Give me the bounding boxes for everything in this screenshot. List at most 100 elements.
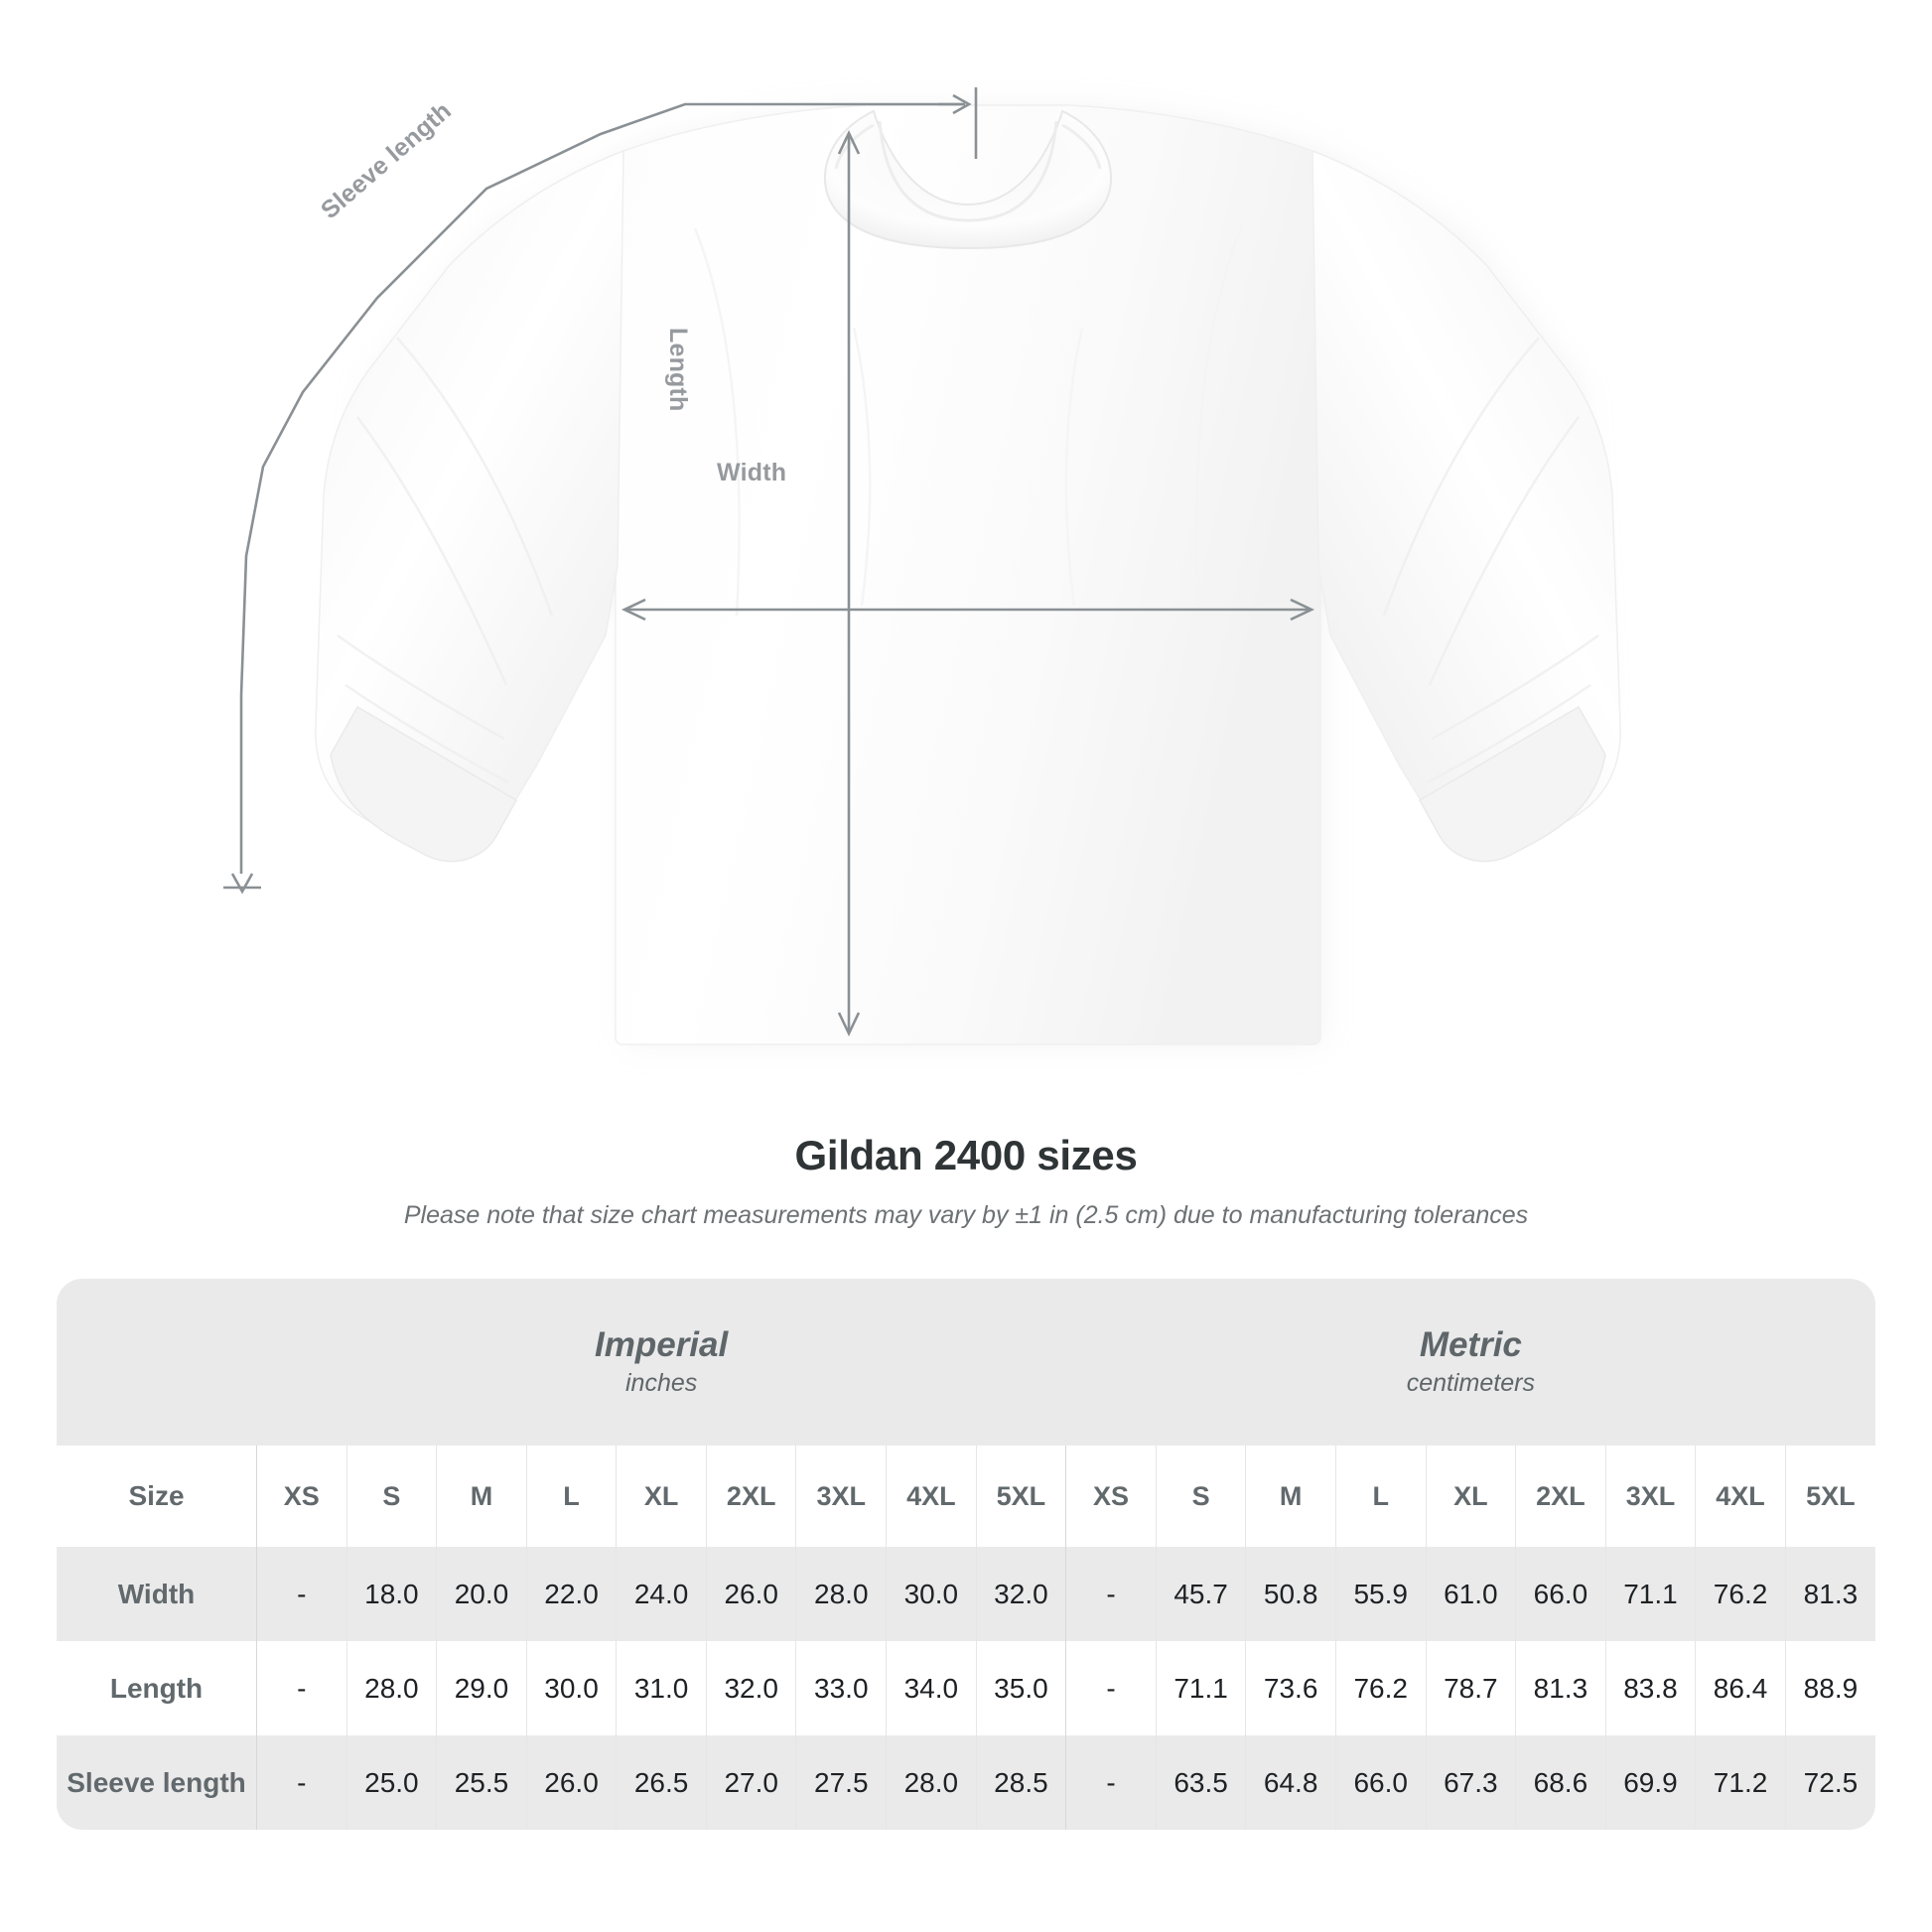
cell-width-imperial-2xl: 26.0 <box>705 1547 796 1641</box>
size-table-container: Imperial inches Metric centimeters Size XS S M L… <box>57 1279 1875 1830</box>
unit-subtitle: centimeters <box>1406 1369 1535 1398</box>
cell-width-metric-xs: - <box>1065 1547 1157 1641</box>
cell-length-metric-xl: 78.7 <box>1425 1641 1516 1735</box>
right-cuff <box>1418 705 1606 863</box>
cell-sleeve-length-imperial-l: 26.0 <box>525 1735 617 1830</box>
cell-width-imperial-3xl: 28.0 <box>795 1547 887 1641</box>
garment-body <box>615 104 1321 1045</box>
unit-header-metric: Metric centimeters <box>1065 1279 1875 1446</box>
cell-sleeve-length-metric-5xl: 72.5 <box>1784 1735 1875 1830</box>
cell-sleeve-length-metric-s: 63.5 <box>1155 1735 1246 1830</box>
collar-rib-right <box>1061 123 1102 170</box>
cell-length-metric-m: 73.6 <box>1245 1641 1336 1735</box>
unit-banner-row: Imperial inches Metric centimeters <box>57 1279 1875 1446</box>
cell-sleeve-length-imperial-xs: - <box>256 1735 347 1830</box>
page-title: Gildan 2400 sizes <box>794 1132 1138 1178</box>
cell-sleeve-length-metric-l: 66.0 <box>1334 1735 1427 1830</box>
length-label: Length <box>664 328 692 412</box>
size-header-metric-xs: XS <box>1065 1446 1157 1547</box>
cell-length-metric-5xl: 88.9 <box>1784 1641 1875 1735</box>
sleeve-arrow-head-bottom <box>230 873 254 895</box>
cell-width-imperial-xl: 24.0 <box>616 1547 707 1641</box>
left-cuff <box>330 705 518 863</box>
cell-width-metric-4xl: 76.2 <box>1695 1547 1786 1641</box>
size-header-imperial-4xl: 4XL <box>886 1446 977 1547</box>
cell-sleeve-length-imperial-2xl: 27.0 <box>705 1735 796 1830</box>
size-header-imperial-l: L <box>525 1446 617 1547</box>
cell-length-imperial-s: 28.0 <box>345 1641 437 1735</box>
cell-sleeve-length-metric-4xl: 71.2 <box>1695 1735 1786 1830</box>
cell-width-metric-xl: 61.0 <box>1425 1547 1516 1641</box>
cell-sleeve-length-metric-3xl: 69.9 <box>1604 1735 1696 1830</box>
size-table: Imperial inches Metric centimeters Size XS S M L… <box>57 1279 1875 1830</box>
cell-sleeve-length-imperial-4xl: 28.0 <box>886 1735 977 1830</box>
size-header-metric-2xl: 2XL <box>1515 1446 1606 1547</box>
cell-length-imperial-4xl: 34.0 <box>886 1641 977 1735</box>
cell-length-metric-2xl: 81.3 <box>1515 1641 1606 1735</box>
size-header-metric-4xl: 4XL <box>1695 1446 1786 1547</box>
cell-sleeve-length-metric-2xl: 68.6 <box>1515 1735 1606 1830</box>
size-header-label: Size <box>57 1446 257 1547</box>
dimension-lines <box>223 87 1315 1037</box>
cell-width-metric-2xl: 66.0 <box>1515 1547 1606 1641</box>
unit-name: Imperial <box>595 1324 729 1364</box>
cell-sleeve-length-imperial-m: 25.5 <box>436 1735 527 1830</box>
unit-subtitle: inches <box>624 1369 698 1398</box>
collar <box>823 109 1113 250</box>
left-sleeve-folds <box>337 337 554 784</box>
cell-length-imperial-m: 29.0 <box>436 1641 527 1735</box>
garment-svg <box>223 87 1621 1045</box>
collar-inner <box>878 120 1058 222</box>
size-header-row: Size XS S M L XL 2XL 3XL 4XL 5XL XS S M L XL 2XL 3XL 4XL 5… <box>57 1446 1875 1547</box>
size-header-metric-m: M <box>1245 1446 1336 1547</box>
collar-rib <box>834 123 875 170</box>
cell-length-imperial-xs: - <box>256 1641 347 1735</box>
length-arrow-head-bottom <box>837 1012 861 1037</box>
size-header-imperial-m: M <box>436 1446 527 1547</box>
table-row: Sleeve length -25.0 25.5 26.0 26.5 27.0 27.5 28… <box>57 1735 1875 1830</box>
cell-sleeve-length-imperial-3xl: 27.5 <box>795 1735 887 1830</box>
width-label: Width <box>717 459 787 486</box>
size-header-imperial-3xl: 3XL <box>795 1446 887 1547</box>
table-row: Length -28.0 29.0 30.0 31.0 32.0 33.0 34.0 35.0-… <box>57 1641 1875 1735</box>
size-header-imperial-xs: XS <box>256 1446 347 1547</box>
cell-length-imperial-xl: 31.0 <box>616 1641 707 1735</box>
cell-length-metric-xs: - <box>1065 1641 1157 1735</box>
row-label-length: Length <box>57 1641 257 1735</box>
tolerance-note: Please note that size chart measurements… <box>403 1201 1529 1229</box>
width-arrow-head-left <box>621 598 646 621</box>
cell-length-metric-s: 71.1 <box>1155 1641 1246 1735</box>
width-arrow-head-right <box>1290 598 1315 621</box>
cell-length-metric-3xl: 83.8 <box>1604 1641 1696 1735</box>
cell-width-metric-3xl: 71.1 <box>1604 1547 1696 1641</box>
cell-width-imperial-l: 22.0 <box>525 1547 617 1641</box>
cell-sleeve-length-metric-xs: - <box>1065 1735 1157 1830</box>
size-header-metric-3xl: 3XL <box>1604 1446 1696 1547</box>
size-header-imperial-xl: XL <box>616 1446 707 1547</box>
size-header-metric-5xl: 5XL <box>1784 1446 1875 1547</box>
length-arrow-head-top <box>837 129 861 155</box>
cell-width-imperial-5xl: 32.0 <box>975 1547 1066 1641</box>
right-sleeve-folds <box>1382 337 1599 784</box>
size-header-metric-xl: XL <box>1425 1446 1516 1547</box>
cell-width-imperial-m: 20.0 <box>436 1547 527 1641</box>
cell-length-metric-4xl: 86.4 <box>1695 1641 1786 1735</box>
sleeve-dimension-line <box>239 102 839 874</box>
cell-length-imperial-3xl: 33.0 <box>795 1641 887 1735</box>
cell-width-imperial-xs: - <box>256 1547 347 1641</box>
unit-header-imperial: Imperial inches <box>256 1279 1066 1446</box>
body-creases <box>693 227 1243 617</box>
cell-sleeve-length-imperial-s: 25.0 <box>345 1735 437 1830</box>
cell-length-imperial-5xl: 35.0 <box>975 1641 1066 1735</box>
cell-sleeve-length-imperial-xl: 26.5 <box>616 1735 707 1830</box>
banner-corner <box>57 1279 257 1446</box>
cell-length-imperial-2xl: 32.0 <box>705 1641 796 1735</box>
row-label-width: Width <box>57 1547 257 1641</box>
cell-sleeve-length-metric-xl: 67.3 <box>1425 1735 1516 1830</box>
title-block: Gildan 2400 sizes Please note that size … <box>0 1132 1932 1230</box>
cell-width-metric-5xl: 81.3 <box>1784 1547 1875 1641</box>
size-header-metric-l: L <box>1334 1446 1427 1547</box>
table-row: Width -18.0 20.0 22.0 24.0 26.0 28.0 30.0 32.0-4… <box>57 1547 1875 1641</box>
cell-sleeve-length-metric-m: 64.8 <box>1245 1735 1336 1830</box>
